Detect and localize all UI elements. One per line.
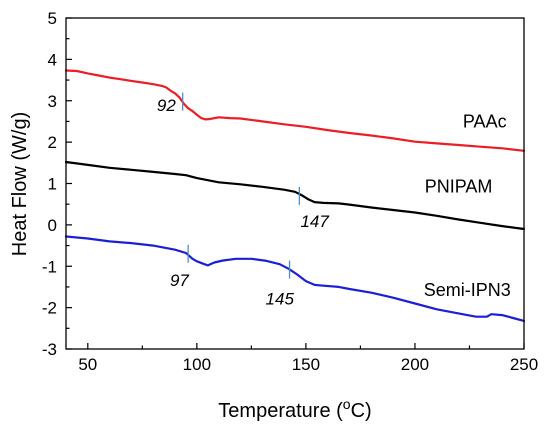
y-tick-label-0: 0 bbox=[48, 216, 57, 235]
y-tick-label-1: 1 bbox=[48, 175, 57, 194]
y-tick-label--3: -3 bbox=[42, 340, 57, 359]
y-axis-title: Heat Flow (W/g) bbox=[9, 112, 31, 256]
x-tick-label-50: 50 bbox=[78, 355, 97, 374]
y-tick-label--1: -1 bbox=[42, 257, 57, 276]
series-line-semi-ipn3 bbox=[64, 235, 526, 322]
transition-label-97: 97 bbox=[170, 271, 189, 290]
series-label-paac: PAAc bbox=[463, 112, 507, 132]
axis-ticks: 50 100 150 200 250 -3 -2 -1 0 1 2 3 4 5 bbox=[42, 9, 538, 374]
y-tick-label-4: 4 bbox=[48, 50, 57, 69]
x-tick-label-100: 100 bbox=[183, 355, 211, 374]
y-tick-label-2: 2 bbox=[48, 133, 57, 152]
y-tick-label--2: -2 bbox=[42, 299, 57, 318]
transition-label-92: 92 bbox=[157, 96, 176, 115]
y-tick-label-5: 5 bbox=[48, 9, 57, 28]
x-axis-title: Temperature (oC) bbox=[218, 396, 371, 422]
transition-label-145: 145 bbox=[266, 289, 295, 308]
x-tick-label-150: 150 bbox=[292, 355, 320, 374]
plot-area: PAAc PNIPAM Semi-IPN3 92 147 97 145 bbox=[64, 69, 526, 322]
transition-label-147: 147 bbox=[300, 212, 329, 231]
series-label-semi-ipn3: Semi-IPN3 bbox=[424, 280, 511, 300]
x-tick-label-250: 250 bbox=[510, 355, 538, 374]
y-tick-label-3: 3 bbox=[48, 92, 57, 111]
series-line-pnipam bbox=[64, 160, 526, 231]
series-line-paac bbox=[64, 69, 526, 152]
x-tick-label-200: 200 bbox=[401, 355, 429, 374]
series-label-pnipam: PNIPAM bbox=[425, 177, 493, 197]
